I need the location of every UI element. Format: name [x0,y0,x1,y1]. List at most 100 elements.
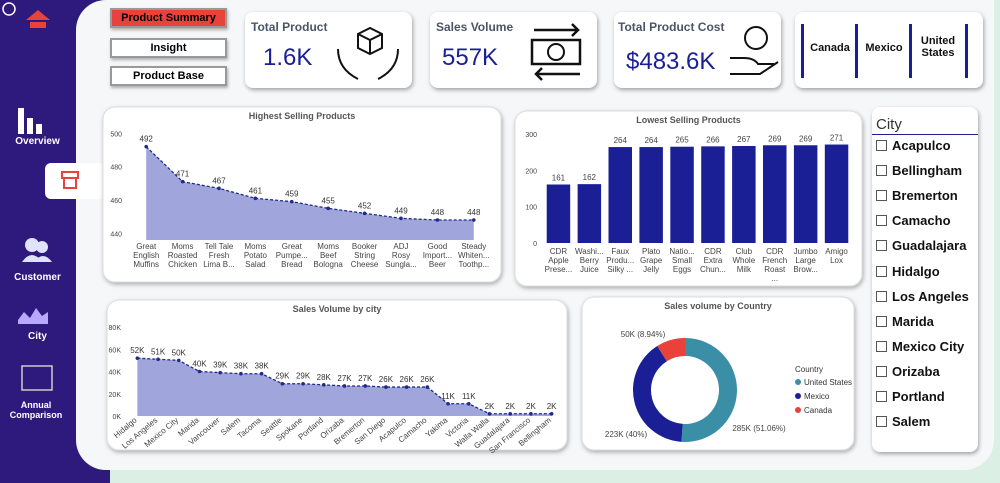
x-tick-label: CDR Extra Chun... [700,247,726,274]
country-slicer: Canada Mexico United States [795,12,983,88]
legend-label: United States [804,378,852,387]
x-tick-label: Moms Beef Bologna [313,242,343,269]
slicer-option[interactable]: Mexico City [892,338,965,354]
checkbox[interactable] [876,290,887,302]
point [280,381,285,386]
slicer-option[interactable]: Camacho [892,213,951,229]
nav-item[interactable]: Annual Comparison [9,400,63,420]
legend-label: Mexico [804,392,830,401]
x-tick-label: Moms Roasted Chicken [167,242,198,269]
y-tick-label: 60K [109,347,122,354]
city-slicer: City Acapulco Bellingham Bremerton Camacho G… [872,107,978,452]
point [197,369,202,374]
slicer-option[interactable]: Acapulco [892,138,951,153]
x-tick-label: Washi... Berry Juice [575,247,604,274]
nav-item[interactable]: Customer [14,272,61,283]
kpi-value: $483.6K [626,48,716,75]
y-tick-label: 300 [525,132,537,139]
point [384,385,388,389]
slicer-option[interactable]: Hidalgo [892,263,940,279]
y-tick-label: 500 [110,131,122,138]
x-tick-label: Good Import... Beer [422,242,453,269]
data-label: 28K [317,373,332,382]
data-label: 11K [441,392,455,401]
point [399,216,403,221]
point [362,211,367,216]
point [176,358,181,363]
data-label: 26K [420,375,435,384]
point [435,218,440,222]
bar [793,145,818,243]
chart-title: Lowest Selling Products [636,115,741,125]
slicer-option[interactable]: Mexico [865,42,903,54]
slicer-option[interactable]: Salem [892,414,931,430]
page-button[interactable]: Insight [110,38,227,58]
y-tick-label: 0K [112,414,121,421]
checkbox[interactable] [876,365,887,377]
y-tick-label: 460 [110,198,122,205]
kpi-label: Sales Volume [436,20,514,34]
bar [639,147,663,243]
data-label: 448 [467,208,481,217]
slicer-option[interactable]: Guadalajara [892,238,967,254]
point [259,371,264,376]
checkbox[interactable] [876,315,887,327]
slicer-option[interactable]: Los Angeles [892,288,969,304]
data-label: 50K [172,348,187,357]
nav-item[interactable]: City [28,331,47,342]
data-label: 26K [379,375,394,384]
data-label: 471 [176,170,190,179]
slicer-option[interactable]: Marida [892,313,934,329]
checkbox[interactable] [876,340,887,352]
point [446,401,450,406]
point [135,356,140,360]
point [529,411,533,416]
point [326,206,331,211]
data-label: 269 [799,134,813,143]
slicer-option[interactable]: Portland [892,389,945,404]
data-label: 2K [526,402,536,411]
x-tick-label: Plato Grape Jelly [640,247,663,274]
data-label: 162 [583,173,597,182]
point [290,199,294,204]
page-button[interactable]: Product Summary [110,8,227,28]
checkbox[interactable] [876,140,887,151]
kpi-value: 557K [442,44,499,71]
kpi-icon [530,23,582,81]
data-label: 455 [322,196,336,205]
checkbox[interactable] [876,265,887,277]
checkbox[interactable] [876,240,887,252]
slicer-option[interactable]: Orizaba [892,363,940,379]
slicer-option[interactable]: United States [920,35,956,59]
checkbox[interactable] [876,416,887,428]
data-label: 266 [706,135,720,144]
data-label: 452 [358,201,372,210]
legend-marker [795,407,801,413]
chart-title: Sales volume by Country [664,301,772,311]
bar [732,145,756,243]
point [321,383,326,387]
slicer-option[interactable]: Bellingham [892,163,963,179]
bar [608,147,632,243]
slicer-option[interactable]: Canada [810,42,850,54]
nav-item[interactable]: Overview [15,136,60,147]
slicer-option[interactable]: Bremerton [892,188,958,204]
kpi-card: Total Product Cost $483.6K [614,12,781,88]
chart-title: Highest Selling Products [249,111,356,121]
x-tick-label: Great Pumpe... Bread [275,242,308,269]
data-label: 29K [296,372,311,381]
point [239,371,243,376]
checkbox[interactable] [876,190,887,202]
data-label: 2K [505,402,515,411]
x-tick-label: Amigo Lox [825,247,848,265]
page-button[interactable]: Product Base [110,66,227,86]
checkbox[interactable] [876,165,887,177]
y-tick-label: 0 [533,241,537,248]
x-tick-label: CDR Apple Prese... [544,247,573,274]
checkbox[interactable] [876,215,887,227]
x-tick-label: CDR French Roast ... [762,247,788,283]
data-label: 467 [212,176,226,185]
x-tick-label: Club Whole Milk [732,247,756,274]
checkbox[interactable] [876,391,887,402]
kpi-value: 1.6K [263,44,313,71]
